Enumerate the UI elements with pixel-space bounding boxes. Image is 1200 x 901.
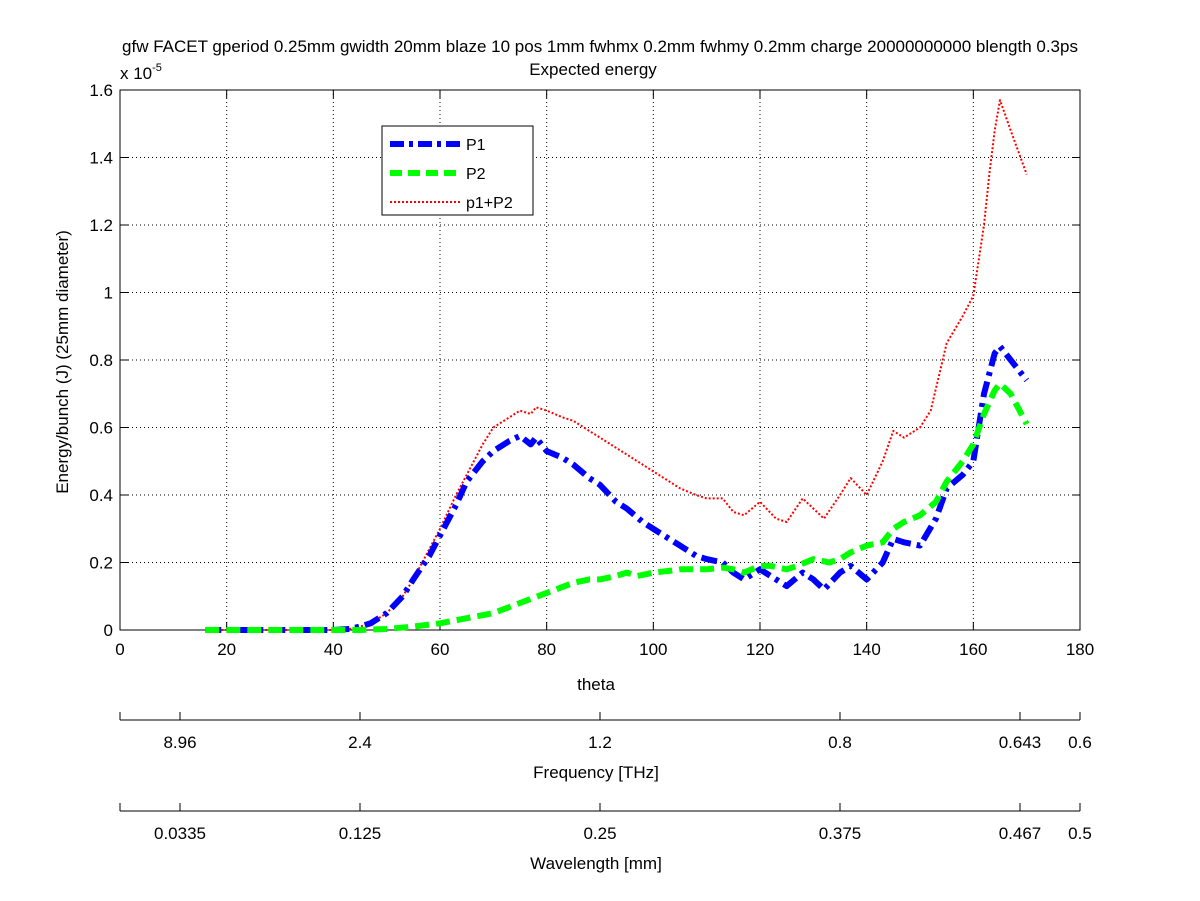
legend-label: P1 [466,137,486,154]
y-multiplier-base: x 10 [120,64,152,83]
secondary-tick-label: 0.125 [339,824,382,843]
series-layer [205,99,1030,633]
y-tick-label: 0.8 [89,351,113,370]
y-axis-label: Energy/bunch (J) (25mm diameter) [53,230,72,494]
secondary-axis-label: Wavelength [mm] [530,854,662,873]
x-tick-label: 140 [852,640,880,659]
secondary-tick-label: 0.5 [1068,824,1092,843]
secondary-tick-label: 0.643 [999,733,1042,752]
legend-label: p1+P2 [466,195,513,212]
chart-subtitle: Expected energy [529,60,657,79]
y-multiplier: x 10-5 [120,62,162,83]
y-tick-label: 0.4 [89,486,113,505]
x-tick-label: 60 [431,640,450,659]
x-tick-label: 180 [1066,640,1094,659]
x-tick-label: 120 [746,640,774,659]
legend-label: P2 [466,166,486,183]
secondary-axis-label: Frequency [THz] [533,763,659,782]
secondary-tick-label: 0.25 [583,824,616,843]
x-tick-label: 160 [959,640,987,659]
legend-box [381,125,534,216]
legend: P1 P2 p1+P2 [381,125,534,216]
y-multiplier-exponent: -5 [152,62,162,74]
secondary-tick-label: 0.0335 [154,824,206,843]
x-tick-label: 80 [537,640,556,659]
chart-title: gfw FACET gperiod 0.25mm gwidth 20mm bla… [122,37,1078,56]
x-tick-label: 40 [324,640,343,659]
secondary-tick-label: 0.375 [819,824,862,843]
secondary-tick-label: 8.96 [163,733,196,752]
legend-items: P1 P2 p1+P2 [390,137,513,212]
secondary-tick-label: 2.4 [348,733,372,752]
x-axis-label: theta [577,675,615,694]
series-line-p2 [205,380,1030,633]
grid-layer [120,90,1080,630]
y-tick-label: 0.6 [89,419,113,438]
y-tick-label: 0.2 [89,554,113,573]
x-tick-label: 100 [639,640,667,659]
secondary-tick-label: 0.467 [999,824,1042,843]
secondary-axes: 8.96 2.4 1.2 0.8 0.643 0.6 Frequency [THz] 0.03… [119,712,1092,873]
y-tick-label: 1 [104,284,113,303]
series-line-p1-p2 [205,99,1028,631]
secondary-tick-label: 0.6 [1068,733,1092,752]
secondary-tick-label: 0.8 [828,733,852,752]
y-tick-label: 0 [104,621,113,640]
secondary-tick-label: 1.2 [588,733,612,752]
x-tick-label: 0 [115,640,124,659]
y-tick-label: 1.4 [89,149,113,168]
ticks-layer: 0 20 40 60 80 100 120 140 160 180 0 0.2 0.4 0.6 0.8 1 1.… [89,81,1094,659]
series-line-p1 [205,343,1030,633]
y-tick-label: 1.6 [89,81,113,100]
x-tick-label: 20 [217,640,236,659]
y-tick-label: 1.2 [89,216,113,235]
